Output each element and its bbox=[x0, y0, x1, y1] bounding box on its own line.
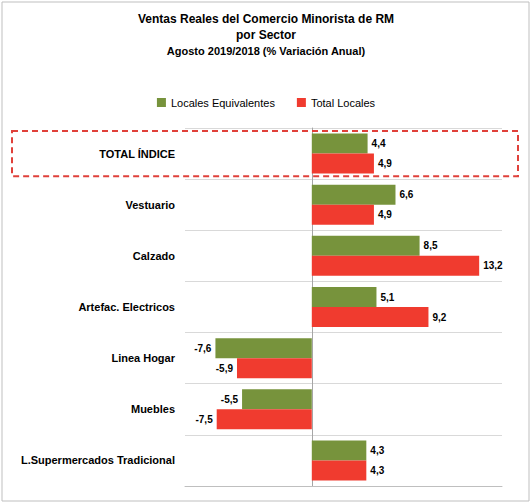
svg-text:4,3: 4,3 bbox=[370, 445, 384, 456]
svg-text:5,1: 5,1 bbox=[380, 292, 394, 303]
svg-text:4,4: 4,4 bbox=[372, 138, 386, 149]
svg-text:Linea Hogar: Linea Hogar bbox=[111, 352, 175, 364]
svg-text:Vestuario: Vestuario bbox=[125, 199, 175, 211]
svg-text:L.Supermercados Tradicional: L.Supermercados Tradicional bbox=[21, 454, 175, 466]
svg-text:-5,5: -5,5 bbox=[221, 394, 239, 405]
svg-text:Muebles: Muebles bbox=[131, 403, 175, 415]
svg-text:Calzado: Calzado bbox=[133, 250, 175, 262]
svg-text:4,9: 4,9 bbox=[378, 158, 392, 169]
svg-text:4,9: 4,9 bbox=[378, 209, 392, 220]
svg-text:Locales Equivalentes: Locales Equivalentes bbox=[171, 97, 275, 109]
svg-text:-7,5: -7,5 bbox=[195, 414, 213, 425]
svg-text:8,5: 8,5 bbox=[424, 240, 438, 251]
svg-text:-7,6: -7,6 bbox=[194, 343, 212, 354]
svg-text:6,6: 6,6 bbox=[399, 189, 413, 200]
svg-text:4,3: 4,3 bbox=[370, 465, 384, 476]
svg-text:TOTAL ÍNDICE: TOTAL ÍNDICE bbox=[99, 148, 175, 160]
svg-text:por Sector: por Sector bbox=[236, 28, 296, 42]
svg-text:Ventas Reales del Comercio Min: Ventas Reales del Comercio Minorista de … bbox=[138, 12, 394, 26]
svg-text:Artefac. Electricos: Artefac. Electricos bbox=[78, 301, 175, 313]
svg-text:Total Locales: Total Locales bbox=[311, 97, 376, 109]
svg-text:13,2: 13,2 bbox=[483, 260, 503, 271]
svg-text:Agosto 2019/2018 (% Variación: Agosto 2019/2018 (% Variación Anual) bbox=[167, 45, 366, 57]
svg-text:-5,9: -5,9 bbox=[216, 363, 234, 374]
svg-text:9,2: 9,2 bbox=[432, 312, 446, 323]
